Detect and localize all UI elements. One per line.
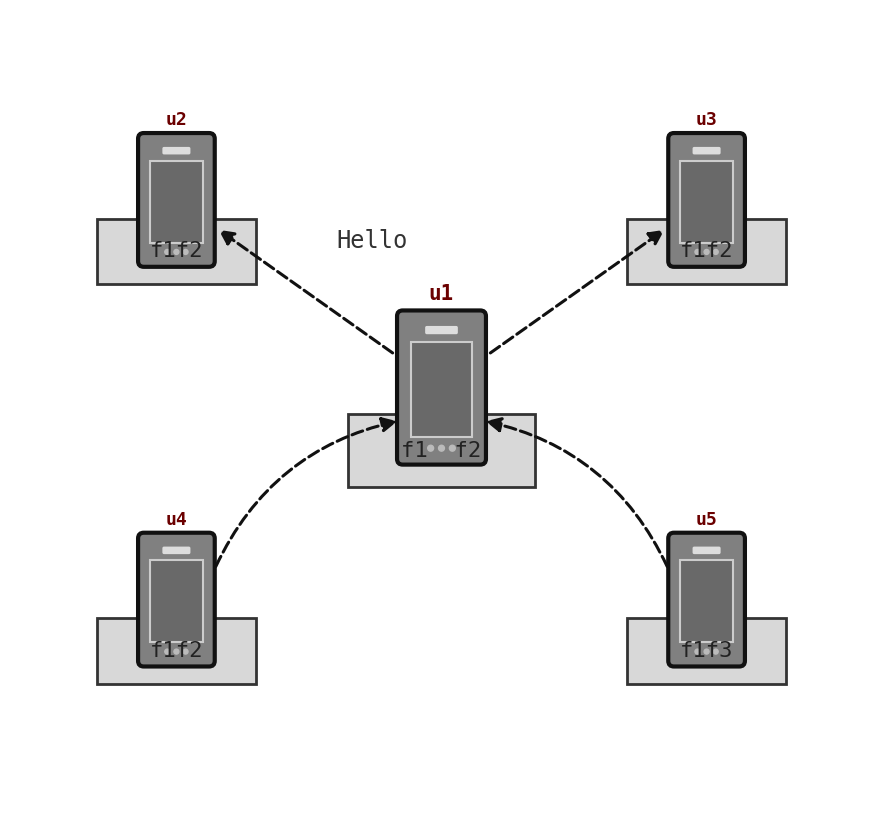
FancyBboxPatch shape bbox=[150, 161, 202, 243]
FancyArrowPatch shape bbox=[489, 419, 668, 567]
FancyBboxPatch shape bbox=[411, 342, 472, 438]
Text: u1: u1 bbox=[429, 284, 454, 304]
Circle shape bbox=[183, 649, 188, 654]
FancyArrowPatch shape bbox=[490, 232, 661, 353]
Circle shape bbox=[695, 649, 700, 654]
FancyBboxPatch shape bbox=[681, 560, 733, 643]
FancyBboxPatch shape bbox=[397, 311, 486, 465]
FancyBboxPatch shape bbox=[668, 533, 745, 667]
Circle shape bbox=[713, 250, 718, 255]
Circle shape bbox=[713, 649, 718, 654]
FancyBboxPatch shape bbox=[162, 147, 191, 154]
Text: u5: u5 bbox=[696, 511, 718, 529]
FancyBboxPatch shape bbox=[97, 618, 256, 684]
FancyBboxPatch shape bbox=[348, 414, 535, 488]
FancyBboxPatch shape bbox=[692, 147, 721, 154]
Circle shape bbox=[704, 649, 709, 654]
Text: f1  f2: f1 f2 bbox=[402, 441, 481, 461]
Circle shape bbox=[165, 649, 170, 654]
Circle shape bbox=[183, 250, 188, 255]
FancyBboxPatch shape bbox=[668, 133, 745, 267]
FancyBboxPatch shape bbox=[627, 618, 786, 684]
Circle shape bbox=[165, 250, 170, 255]
FancyArrowPatch shape bbox=[215, 419, 394, 567]
Circle shape bbox=[695, 250, 700, 255]
FancyBboxPatch shape bbox=[425, 326, 458, 335]
FancyBboxPatch shape bbox=[150, 560, 202, 643]
FancyBboxPatch shape bbox=[97, 218, 256, 284]
Text: Hello: Hello bbox=[336, 229, 408, 253]
Text: u3: u3 bbox=[696, 111, 718, 129]
Circle shape bbox=[449, 445, 456, 451]
Text: f1f2: f1f2 bbox=[149, 641, 203, 661]
Text: f1f2: f1f2 bbox=[680, 241, 734, 261]
Text: f1f2: f1f2 bbox=[149, 241, 203, 261]
Text: u2: u2 bbox=[165, 111, 187, 129]
FancyBboxPatch shape bbox=[162, 546, 191, 554]
FancyBboxPatch shape bbox=[138, 533, 215, 667]
FancyBboxPatch shape bbox=[681, 161, 733, 243]
FancyBboxPatch shape bbox=[138, 133, 215, 267]
Circle shape bbox=[427, 445, 434, 451]
Circle shape bbox=[439, 445, 444, 451]
Text: u4: u4 bbox=[165, 511, 187, 529]
FancyArrowPatch shape bbox=[222, 232, 393, 353]
Circle shape bbox=[174, 649, 179, 654]
Circle shape bbox=[174, 250, 179, 255]
Text: f1f3: f1f3 bbox=[680, 641, 734, 661]
FancyBboxPatch shape bbox=[627, 218, 786, 284]
Circle shape bbox=[704, 250, 709, 255]
FancyBboxPatch shape bbox=[692, 546, 721, 554]
